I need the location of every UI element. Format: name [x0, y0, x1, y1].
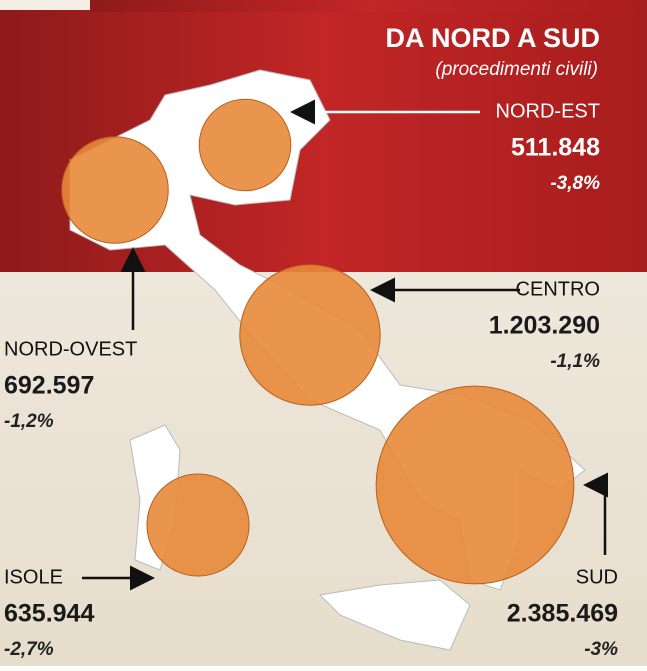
region-value: 2.385.469 [507, 600, 618, 628]
region-value: 692.597 [4, 372, 94, 400]
region-name: ISOLE [4, 566, 63, 588]
region-change: -3,8% [550, 173, 600, 194]
page: DA NORD A SUD (procedimenti civili) NORD… [0, 0, 647, 666]
region-name: NORD-EST [496, 100, 600, 122]
title: DA NORD A SUD [386, 23, 601, 53]
region-bubble [62, 137, 169, 244]
map-infographic: DA NORD A SUD (procedimenti civili) NORD… [0, 0, 647, 666]
region-name: CENTRO [516, 278, 600, 300]
region-change: -1,2% [4, 411, 54, 432]
region-change: -1,1% [550, 351, 600, 372]
region-bubble [240, 265, 380, 405]
region-bubble [147, 474, 249, 576]
region-name: NORD-OVEST [4, 338, 137, 360]
region-change: -2,7% [4, 639, 54, 660]
region-bubble [199, 99, 291, 191]
subtitle: (procedimenti civili) [435, 59, 598, 80]
region-change: -3% [584, 639, 618, 660]
region-name: SUD [576, 566, 618, 588]
photo-background [90, 0, 647, 12]
region-bubble [376, 386, 574, 584]
region-value: 635.944 [4, 600, 94, 628]
region-value: 511.848 [511, 134, 600, 162]
region-value: 1.203.290 [489, 312, 600, 340]
